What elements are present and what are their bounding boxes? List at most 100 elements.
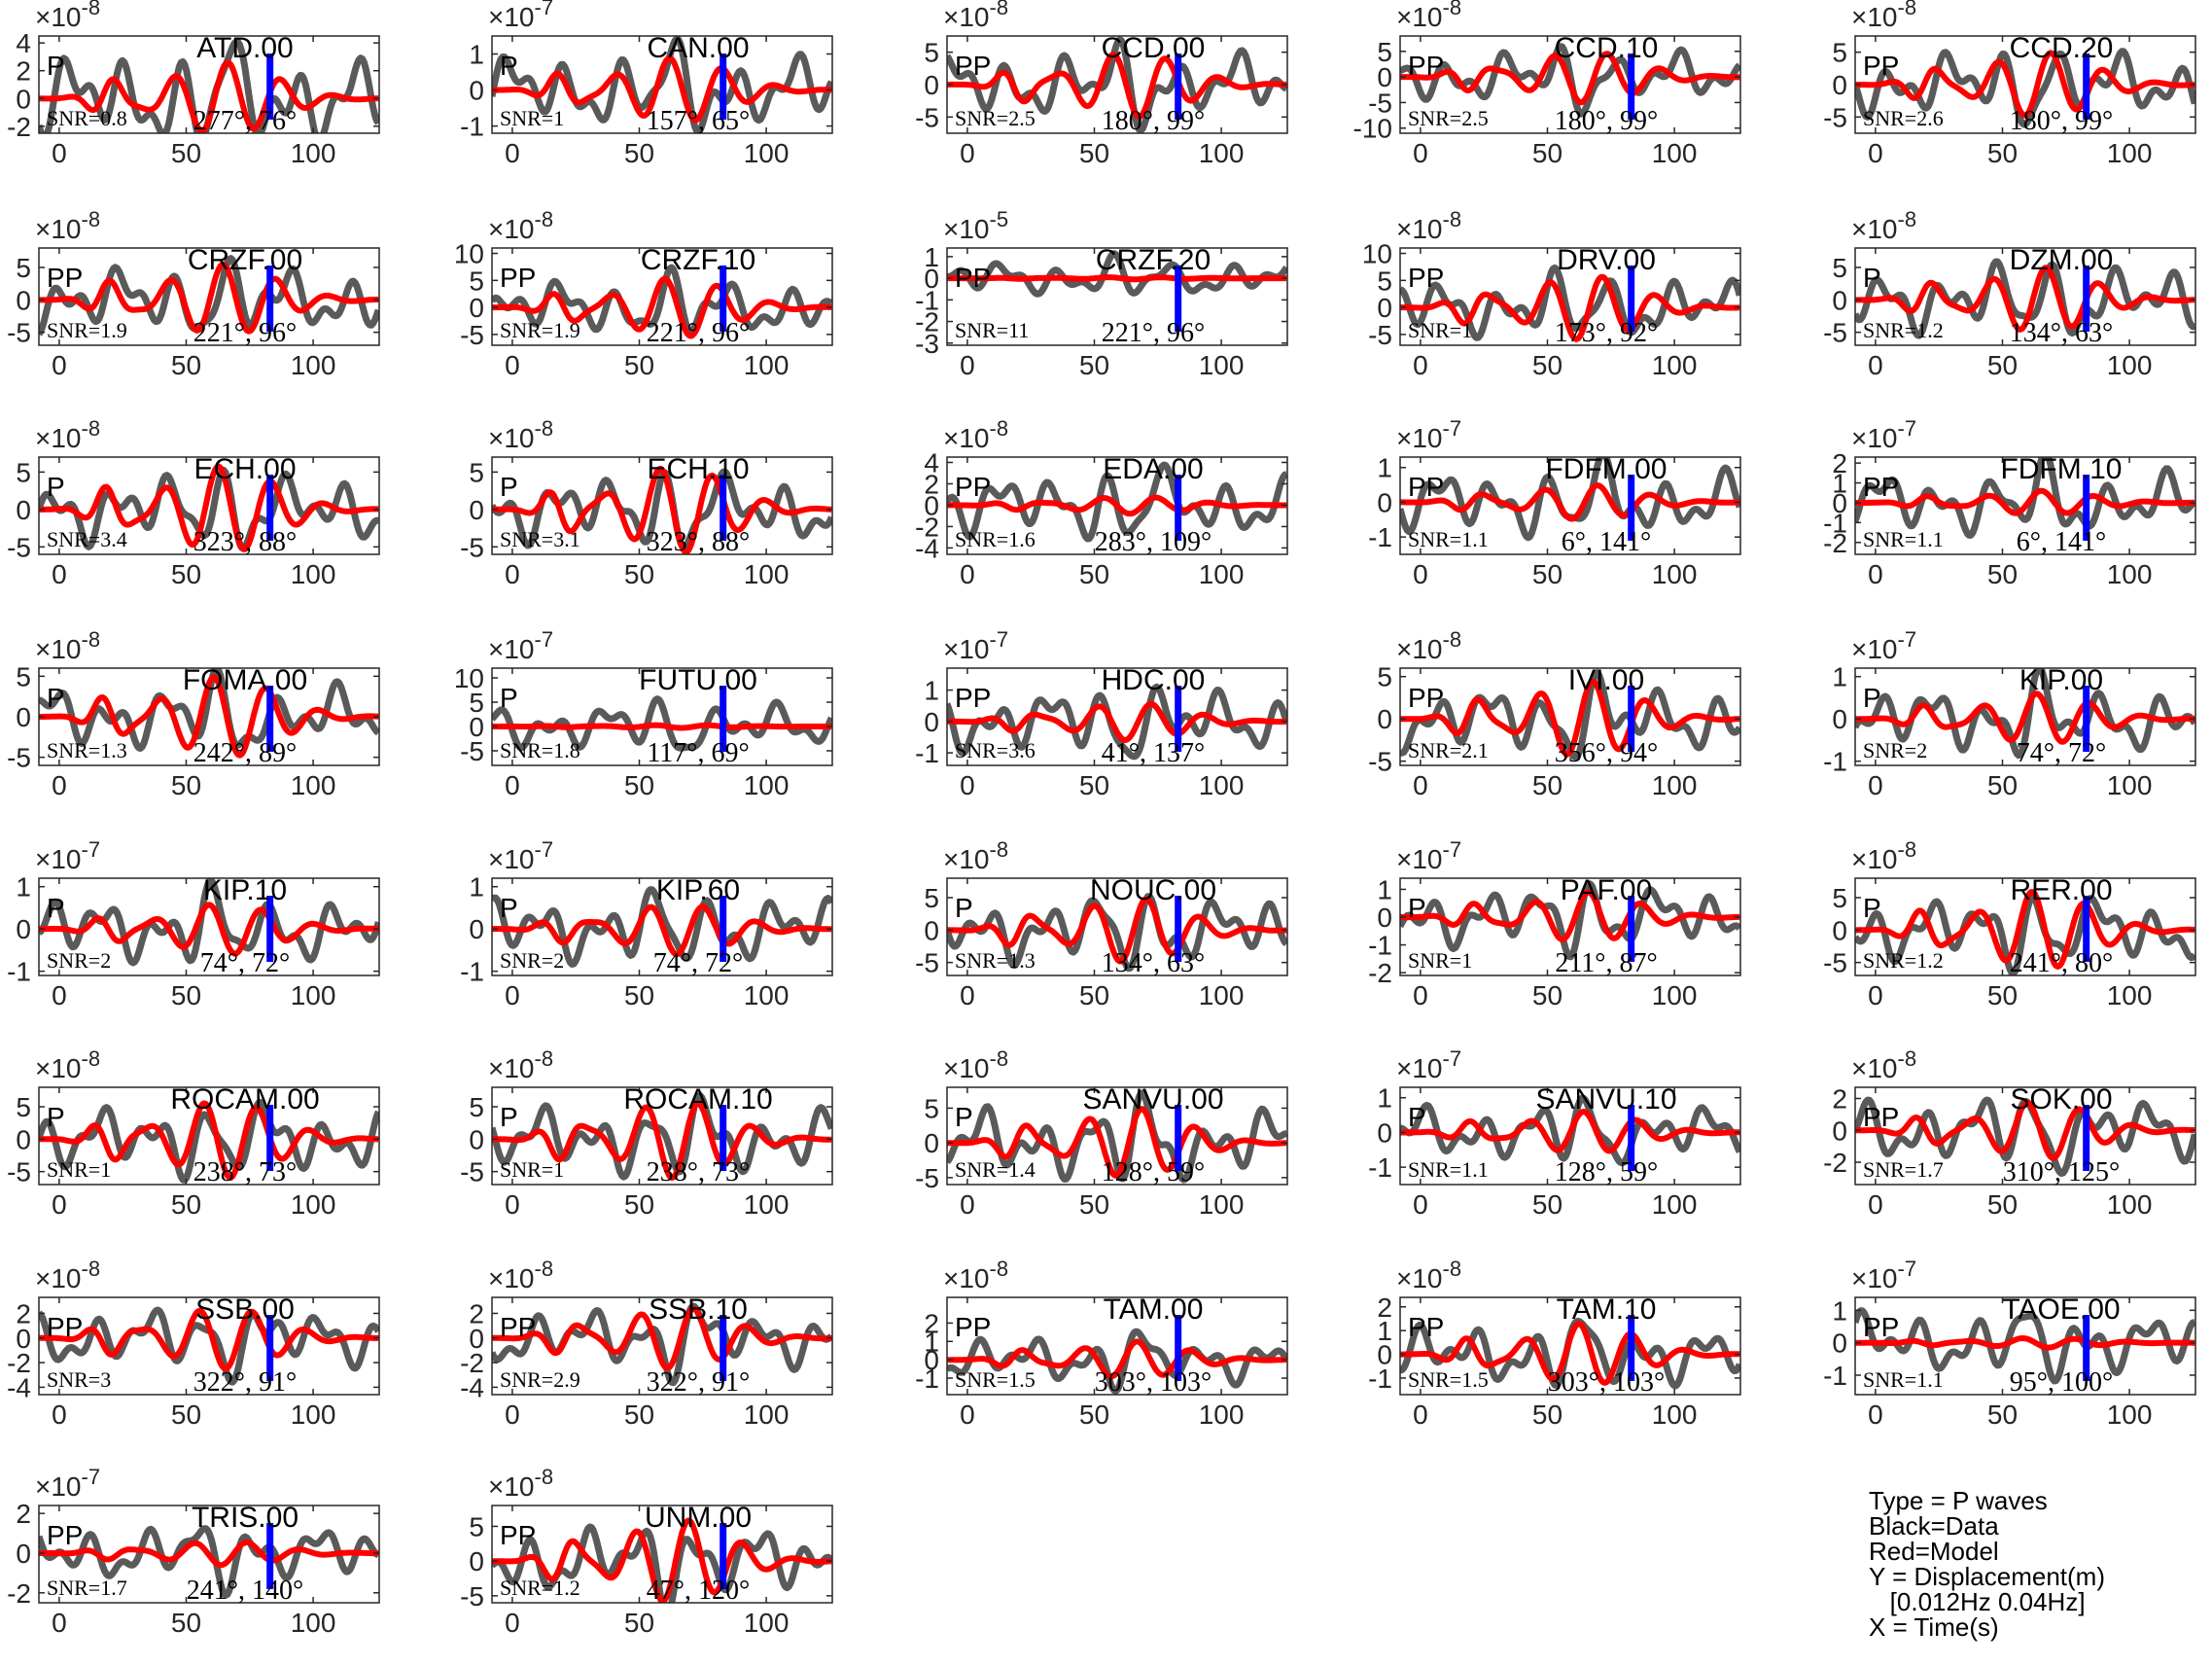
snr-label: SNR=1.3 (955, 948, 1036, 973)
y-tick-label: 0 (16, 914, 31, 944)
x-tick-label: 100 (744, 138, 790, 168)
snr-label: SNR=2 (47, 948, 111, 973)
phase-label: P (47, 893, 65, 923)
axes-box (491, 35, 833, 134)
y-tick-label: -5 (7, 1157, 31, 1187)
y-exponent: ×10-8 (488, 1257, 553, 1293)
x-tick-label: 50 (624, 350, 654, 380)
model-trace (947, 274, 1287, 283)
snr-label: SNR=1.5 (1408, 1367, 1489, 1392)
waveform-panel: 0 50 100 -1 0 1×10-7 CAN.00 P SNR=1 157°, 65° (460, 0, 833, 168)
x-tick-label: 50 (1987, 138, 2018, 168)
y-tick-label: 4 (924, 447, 939, 478)
x-tick-label: 50 (171, 980, 201, 1010)
y-tick-label: 0 (469, 914, 484, 944)
y-tick-label: -1 (460, 112, 484, 142)
y-tick-label: -1 (915, 1364, 939, 1394)
y-tick-label: 0 (1377, 487, 1392, 517)
y-tick-label: 0 (1377, 62, 1392, 92)
axes-box (1399, 667, 1741, 766)
axes-box (1399, 1296, 1741, 1396)
axes-box (1854, 877, 2196, 976)
y-tick-label: -2 (7, 1348, 31, 1378)
phase-label: PP (955, 263, 991, 293)
x-tick-label: 100 (1199, 770, 1245, 800)
phase-label: PP (955, 1312, 991, 1342)
data-trace (39, 467, 379, 552)
snr-label: SNR=1 (500, 106, 564, 130)
y-tick-label: 4 (16, 28, 31, 58)
phase-label: PP (1863, 472, 1899, 502)
phase-label: P (500, 893, 518, 923)
axes-box (1399, 456, 1741, 555)
axes-box (946, 667, 1288, 766)
x-tick-label: 50 (1987, 559, 2018, 589)
phase-label: PP (1863, 1102, 1899, 1132)
x-tick-label: 100 (1652, 1399, 1698, 1430)
angles-label: 117°, 69° (647, 738, 749, 768)
angles-label: 238°, 73° (193, 1157, 297, 1187)
station-label: SSB.00 (195, 1293, 295, 1326)
snr-label: SNR=1.7 (1863, 1157, 1944, 1182)
x-tick-label: 50 (624, 980, 654, 1010)
angles-label: 157°, 65° (647, 106, 750, 136)
y-tick-label: 0 (924, 490, 939, 520)
station-label: ROCAM.00 (170, 1083, 319, 1116)
snr-label: SNR=1 (1408, 948, 1472, 973)
y-tick-label: 1 (924, 242, 939, 272)
y-tick-label: -5 (460, 320, 484, 350)
data-trace (492, 886, 832, 968)
y-tick-label: 5 (1377, 266, 1392, 296)
model-trace (492, 722, 832, 731)
data-trace (947, 1089, 1287, 1184)
axes-box (1399, 247, 1741, 346)
model-trace (1855, 691, 2195, 745)
y-tick-label: 0 (469, 293, 484, 323)
snr-label: SNR=1.9 (47, 318, 127, 342)
station-label: CAN.00 (647, 32, 749, 64)
x-tick-label: 100 (744, 1399, 790, 1430)
axes-box (491, 667, 833, 766)
axes-box (38, 1505, 380, 1604)
station-label: NOUC.00 (1090, 874, 1216, 906)
y-tick-label: 5 (469, 266, 484, 296)
x-tick-label: 0 (1868, 138, 1883, 168)
x-tick-label: 0 (960, 1189, 975, 1220)
waveform-panel: 0 50 100 -5 0 5×10-8 IVI.00 PP SNR=2.1 356°, 94° (1368, 627, 1741, 800)
x-tick-label: 100 (744, 559, 790, 589)
model-trace (1400, 889, 1740, 942)
model-trace (1855, 1099, 2195, 1161)
angles-label: 356°, 94° (1555, 738, 1658, 768)
y-tick-label: 5 (16, 457, 31, 487)
phase-label: P (500, 51, 518, 81)
y-tick-label: -5 (460, 1157, 484, 1187)
snr-label: SNR=1.3 (47, 738, 127, 762)
y-tick-label: 0 (1377, 903, 1392, 933)
station-label: RER.00 (2010, 874, 2112, 906)
angles-label: 180°, 99° (2010, 106, 2113, 136)
x-tick-label: 50 (1079, 1399, 1109, 1430)
angles-label: 241°, 80° (2010, 948, 2113, 978)
x-tick-label: 0 (505, 559, 520, 589)
station-label: KIP.10 (203, 874, 287, 906)
x-tick-label: 0 (52, 770, 67, 800)
x-tick-label: 100 (1652, 1189, 1698, 1220)
station-label: TAOE.00 (2002, 1293, 2120, 1326)
y-exponent: ×10-8 (35, 207, 100, 244)
model-trace (39, 59, 379, 133)
x-tick-label: 0 (505, 350, 520, 380)
model-trace (1400, 1321, 1740, 1386)
y-exponent: ×10-8 (943, 1046, 1008, 1083)
y-tick-label: -5 (1368, 747, 1392, 777)
x-tick-label: 0 (52, 980, 67, 1010)
x-tick-label: 0 (505, 770, 520, 800)
phase-label: PP (500, 263, 536, 293)
y-tick-label: 0 (1377, 1117, 1392, 1148)
x-tick-label: 100 (1652, 138, 1698, 168)
y-exponent: ×10-7 (488, 837, 553, 874)
